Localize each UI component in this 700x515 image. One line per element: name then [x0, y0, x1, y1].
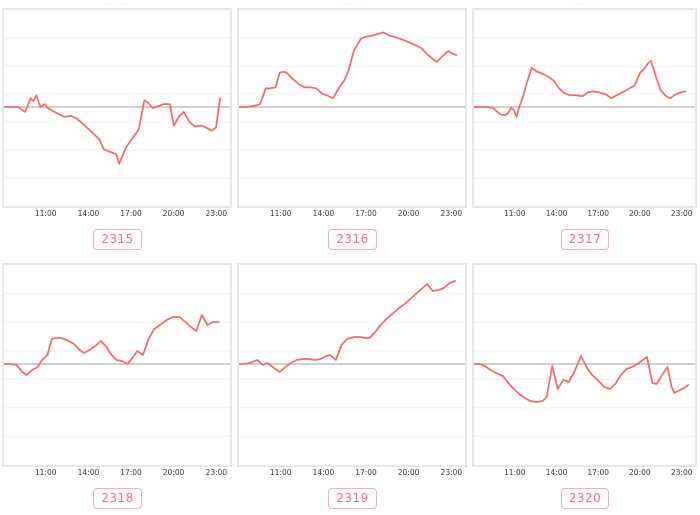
chart-panel-2320: 11:00 14:00 17:00 20:00 23:00 2320 [470, 256, 700, 515]
x-axis: 11:00 14:00 17:00 20:00 23:00 [237, 208, 467, 222]
line-chart-svg [474, 293, 695, 437]
series-id-badge[interactable]: 2316 [328, 228, 377, 250]
badge-row: 2315 [0, 222, 235, 256]
chart-panel-2318: 11:00 14:00 17:00 20:00 23:00 2318 [0, 256, 235, 515]
x-tick-label: 14:00 [312, 468, 335, 477]
x-tick-label: 17:00 [587, 468, 610, 477]
cropped-title-fragment: ··· ·· [341, 2, 364, 8]
sparkline-chart-2317 [472, 8, 697, 208]
x-tick-label: 11:00 [269, 468, 292, 477]
x-axis: 11:00 14:00 17:00 20:00 23:00 [472, 467, 697, 481]
x-tick-label: 23:00 [670, 468, 693, 477]
sparkline-chart-2320 [472, 263, 697, 467]
x-tick-label: 23:00 [205, 209, 228, 218]
x-tick-label: 11:00 [34, 468, 57, 477]
x-tick-label: 17:00 [120, 468, 142, 477]
x-tick-label: 17:00 [355, 468, 377, 477]
x-tick-label: 11:00 [503, 468, 526, 477]
x-tick-label: 17:00 [587, 209, 610, 218]
cropped-title-fragment: ··· ·· [106, 2, 129, 8]
x-tick-label: 14:00 [545, 468, 568, 477]
x-tick-label: 11:00 [269, 209, 292, 218]
line-chart-svg [474, 37, 695, 179]
x-axis: 11:00 14:00 17:00 20:00 23:00 [2, 467, 232, 481]
x-tick-label: 20:00 [397, 468, 420, 477]
chart-panel-2317: ··· ·· 11:00 14:00 17:00 20:00 23:00 231… [470, 0, 700, 256]
badge-row: 2320 [470, 481, 700, 515]
sparkline-chart-2316 [237, 8, 467, 208]
badge-row: 2319 [235, 481, 470, 515]
x-tick-label: 11:00 [503, 209, 526, 218]
badge-row: 2317 [470, 222, 700, 256]
badge-row: 2318 [0, 481, 235, 515]
x-tick-label: 14:00 [312, 209, 335, 218]
x-tick-label: 14:00 [77, 468, 100, 477]
x-tick-label: 23:00 [440, 468, 463, 477]
x-tick-label: 11:00 [34, 209, 57, 218]
x-tick-label: 17:00 [355, 209, 377, 218]
chart-panel-2315: ··· ·· 11:00 14:00 17:00 20:00 23:00 231… [0, 0, 235, 256]
sparkline-chart-2319 [237, 263, 467, 467]
x-tick-label: 17:00 [120, 209, 142, 218]
cropped-title-fragment [470, 256, 700, 263]
line-chart-svg [239, 31, 465, 179]
series-id-badge[interactable]: 2317 [560, 228, 610, 250]
x-axis: 11:00 14:00 17:00 20:00 23:00 [2, 208, 232, 222]
cropped-title-fragment [0, 256, 235, 263]
chart-panel-2316: ··· ·· 11:00 14:00 17:00 20:00 23:00 231… [235, 0, 470, 256]
badge-row: 2316 [235, 222, 470, 256]
x-tick-label: 20:00 [162, 468, 185, 477]
x-axis: 11:00 14:00 17:00 20:00 23:00 [237, 467, 467, 481]
x-tick-label: 14:00 [545, 209, 568, 218]
chart-panel-2319: 11:00 14:00 17:00 20:00 23:00 2319 [235, 256, 470, 515]
cropped-title-fragment [235, 256, 470, 263]
line-chart-svg [239, 280, 465, 437]
x-axis: 11:00 14:00 17:00 20:00 23:00 [472, 208, 697, 222]
x-tick-label: 20:00 [162, 209, 185, 218]
x-tick-label: 23:00 [440, 209, 463, 218]
x-tick-label: 14:00 [77, 209, 100, 218]
cropped-title-fragment: ··· ·· [574, 2, 596, 8]
x-tick-label: 20:00 [629, 209, 651, 218]
x-tick-label: 20:00 [629, 468, 651, 477]
series-id-badge[interactable]: 2320 [560, 487, 610, 509]
line-chart-svg [4, 293, 230, 437]
x-tick-label: 20:00 [397, 209, 420, 218]
series-id-badge[interactable]: 2319 [328, 487, 377, 509]
line-chart-svg [4, 37, 230, 179]
series-id-badge[interactable]: 2315 [93, 228, 142, 250]
x-tick-label: 23:00 [205, 468, 228, 477]
series-id-badge[interactable]: 2318 [93, 487, 142, 509]
x-tick-label: 23:00 [670, 209, 693, 218]
sparkline-chart-2315 [2, 8, 232, 208]
sparkline-chart-2318 [2, 263, 232, 467]
